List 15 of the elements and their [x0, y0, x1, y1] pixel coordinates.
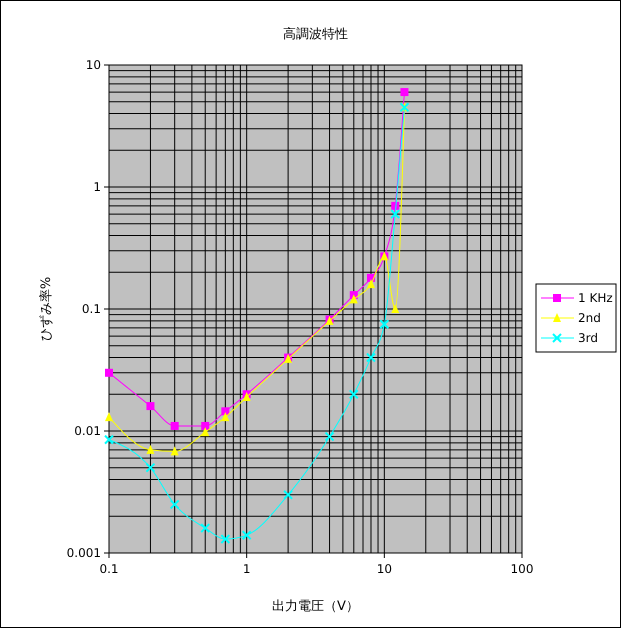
- chart-title: 高調波特性: [283, 26, 348, 42]
- x-axis-title: 出力電圧（V）: [272, 599, 359, 614]
- y-axis-title: ひずみ率%: [38, 276, 54, 342]
- y-tick-label: 0.001: [66, 546, 101, 560]
- legend-label: 3rd: [578, 331, 598, 346]
- y-tick-label: 0.01: [74, 424, 101, 438]
- x-tick-label: 100: [510, 562, 534, 576]
- x-tick-label: 10: [376, 562, 392, 576]
- legend-label: 2nd: [578, 311, 601, 326]
- x-tick-label: 1: [242, 562, 250, 576]
- y-tick-label: 10: [86, 58, 101, 72]
- x-tick-label: 0.1: [99, 562, 119, 576]
- legend-label: 1 KHz: [578, 291, 613, 306]
- y-tick-label: 0.1: [82, 302, 101, 316]
- y-tick-label: 1: [93, 180, 101, 194]
